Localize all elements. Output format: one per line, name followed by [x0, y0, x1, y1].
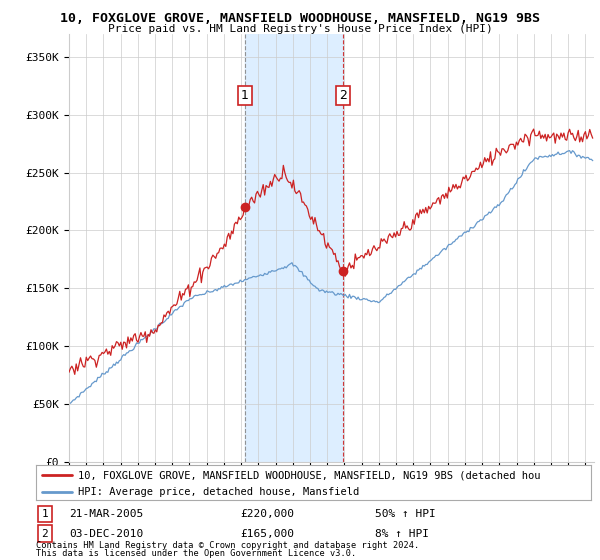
Bar [245, 34, 343, 462]
Text: 21-MAR-2005: 21-MAR-2005 [69, 509, 143, 519]
Text: Contains HM Land Registry data © Crown copyright and database right 2024.: Contains HM Land Registry data © Crown c… [36, 541, 419, 550]
Text: 03-DEC-2010: 03-DEC-2010 [69, 529, 143, 539]
Text: 1: 1 [241, 89, 248, 102]
Text: HPI: Average price, detached house, Mansfield: HPI: Average price, detached house, Mans… [77, 487, 359, 497]
Text: 10, FOXGLOVE GROVE, MANSFIELD WOODHOUSE, MANSFIELD, NG19 9BS: 10, FOXGLOVE GROVE, MANSFIELD WOODHOUSE,… [60, 12, 540, 25]
Text: 1: 1 [41, 509, 49, 519]
Text: 2: 2 [339, 89, 347, 102]
Text: £165,000: £165,000 [240, 529, 294, 539]
Text: 50% ↑ HPI: 50% ↑ HPI [375, 509, 436, 519]
Text: Price paid vs. HM Land Registry's House Price Index (HPI): Price paid vs. HM Land Registry's House … [107, 24, 493, 34]
Text: 2: 2 [41, 529, 49, 539]
Text: This data is licensed under the Open Government Licence v3.0.: This data is licensed under the Open Gov… [36, 549, 356, 558]
Text: 10, FOXGLOVE GROVE, MANSFIELD WOODHOUSE, MANSFIELD, NG19 9BS (detached hou: 10, FOXGLOVE GROVE, MANSFIELD WOODHOUSE,… [77, 470, 540, 480]
Text: 8% ↑ HPI: 8% ↑ HPI [375, 529, 429, 539]
Text: £220,000: £220,000 [240, 509, 294, 519]
